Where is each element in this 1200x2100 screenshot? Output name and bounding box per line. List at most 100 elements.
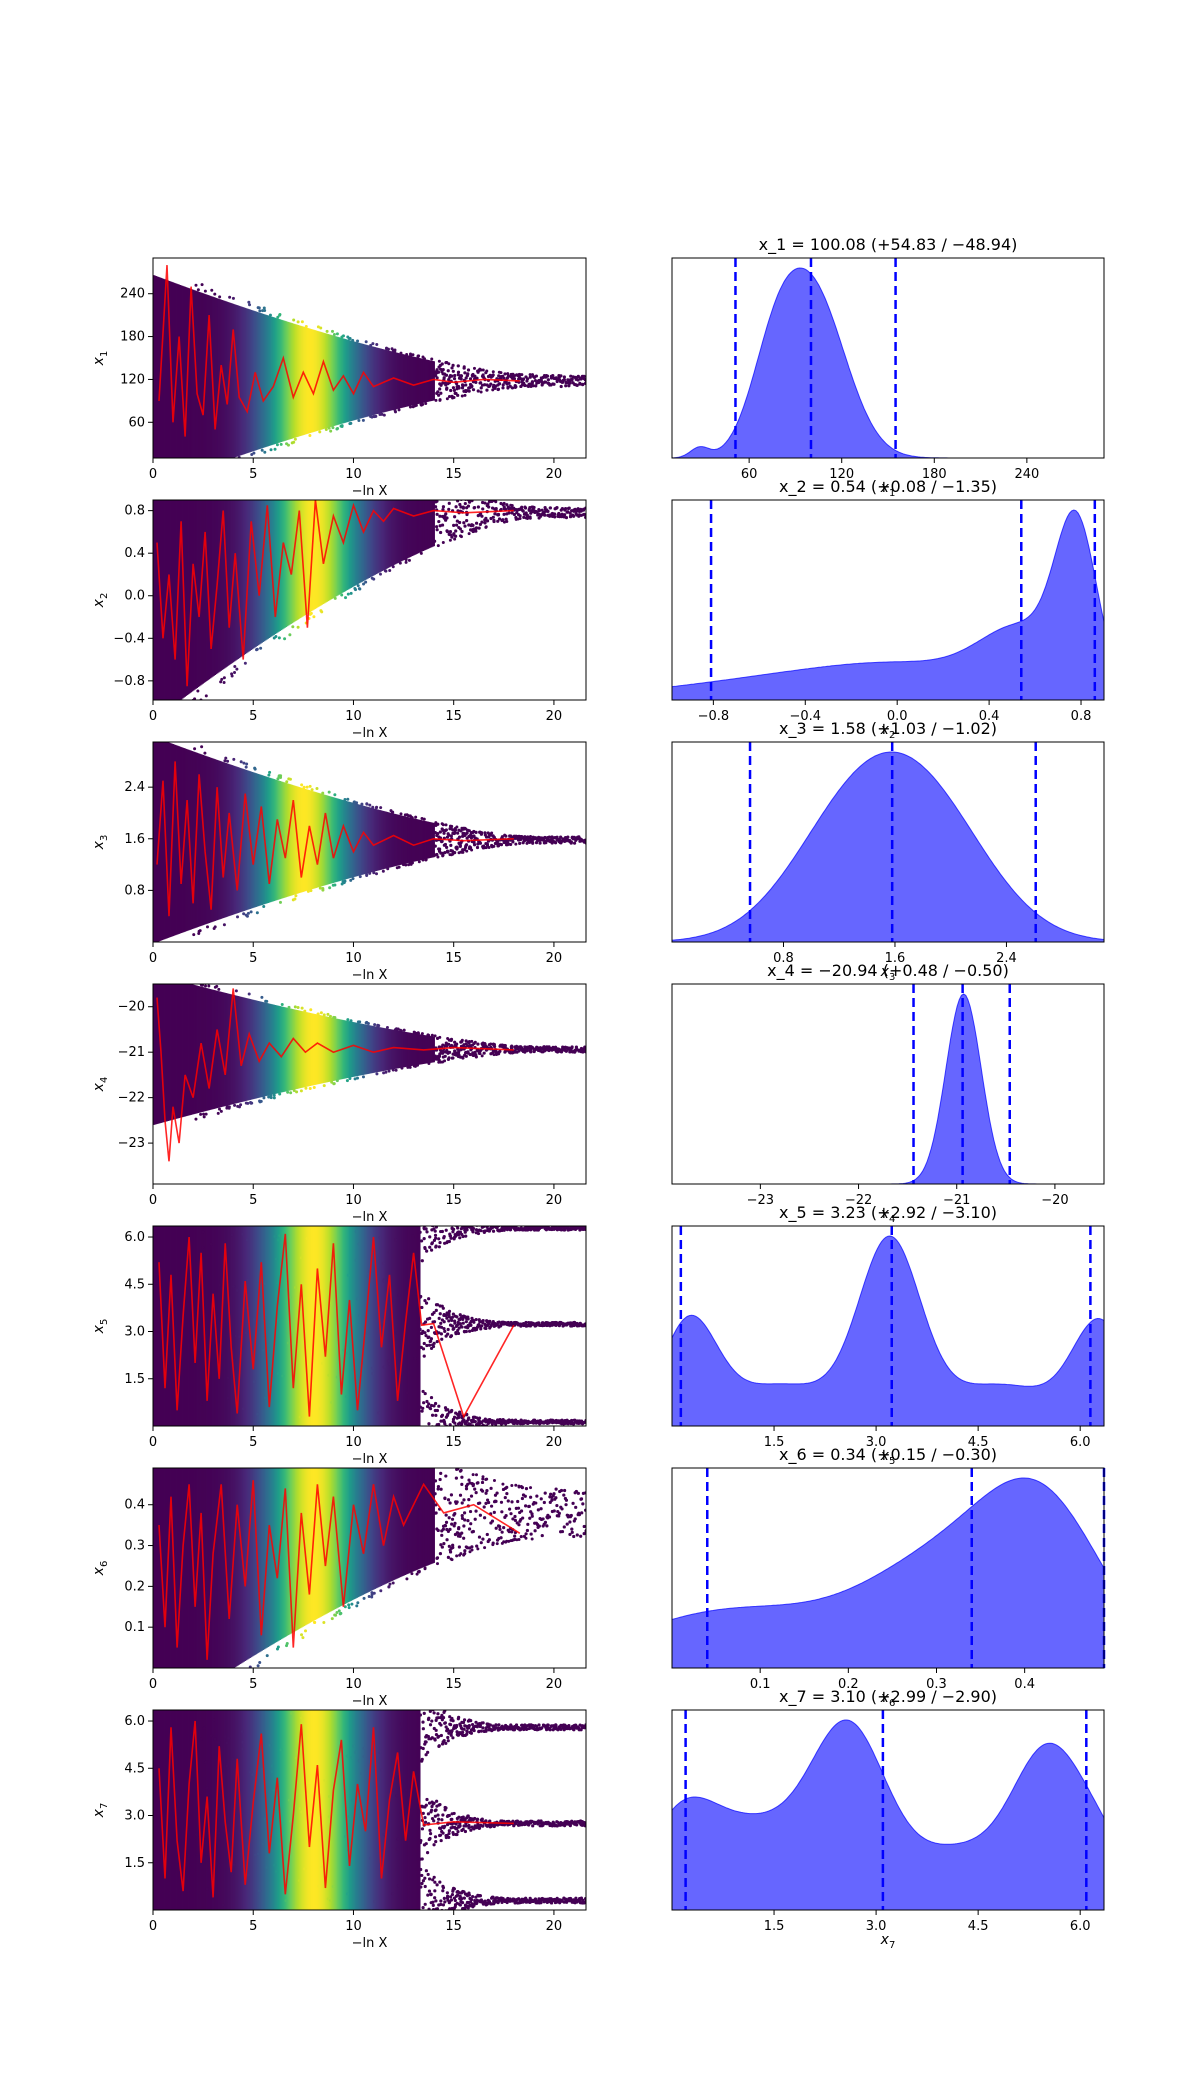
scatter-point bbox=[285, 780, 289, 784]
scatter-band bbox=[346, 801, 349, 879]
scatter-point bbox=[439, 391, 443, 395]
scatter-point bbox=[500, 1541, 504, 1545]
scatter-point bbox=[357, 434, 360, 437]
scatter-point bbox=[409, 815, 413, 819]
scatter-point bbox=[485, 388, 489, 392]
scatter-band bbox=[203, 987, 206, 1112]
scatter-point bbox=[425, 1249, 429, 1253]
scatter-point bbox=[427, 1402, 431, 1406]
scatter-band bbox=[361, 805, 363, 875]
scatter-band bbox=[332, 1017, 334, 1082]
scatter-band bbox=[334, 1226, 337, 1426]
scatter-band bbox=[175, 1226, 178, 1426]
scatter-point bbox=[524, 1532, 528, 1536]
scatter-band bbox=[392, 351, 395, 410]
scatter-band bbox=[315, 1226, 318, 1426]
scatter-band bbox=[294, 785, 297, 895]
scatter-point bbox=[206, 925, 210, 929]
scatter-band bbox=[209, 1468, 212, 1668]
scatter-point bbox=[434, 1308, 438, 1312]
scatter-point bbox=[548, 506, 552, 510]
scatter-band bbox=[248, 309, 250, 453]
scatter-band bbox=[370, 1468, 373, 1591]
scatter-point bbox=[438, 1438, 441, 1441]
scatter-band bbox=[294, 1468, 297, 1631]
scatter-point bbox=[380, 449, 383, 452]
scatter-point bbox=[427, 1213, 430, 1216]
axes-frame bbox=[152, 1467, 587, 1669]
scatter-band bbox=[388, 1226, 391, 1426]
scatter-point bbox=[528, 373, 532, 377]
scatter-point bbox=[439, 367, 443, 371]
scatter-point bbox=[531, 841, 535, 845]
scatter-band bbox=[309, 1226, 312, 1426]
scatter-point bbox=[478, 368, 482, 372]
scatter-band bbox=[246, 1226, 249, 1426]
scatter-band bbox=[269, 316, 272, 446]
scatter-band bbox=[388, 1468, 391, 1583]
scatter-point bbox=[427, 1343, 432, 1347]
scatter-band bbox=[250, 999, 253, 1100]
scatter-point bbox=[357, 1314, 361, 1318]
scatter-band bbox=[312, 500, 315, 610]
scatter-band bbox=[203, 500, 206, 683]
scatter-point bbox=[444, 823, 448, 827]
scatter-point bbox=[399, 1028, 403, 1032]
scatter-band bbox=[387, 500, 390, 568]
scatter-point bbox=[485, 519, 490, 523]
scatter-point bbox=[274, 1257, 278, 1261]
scatter-point bbox=[286, 1341, 290, 1345]
x-tick-label: 20 bbox=[546, 1435, 563, 1450]
scatter-point bbox=[228, 295, 232, 299]
scatter-band bbox=[379, 1027, 381, 1072]
scatter-point bbox=[471, 1473, 475, 1477]
scatter-point bbox=[431, 1344, 436, 1349]
scatter-band bbox=[352, 341, 355, 421]
scatter-band bbox=[411, 500, 414, 557]
scatter-band bbox=[371, 1226, 374, 1426]
scatter-band bbox=[268, 1468, 271, 1647]
scatter-point bbox=[267, 773, 271, 777]
scatter-band bbox=[157, 1710, 160, 1910]
scatter-point bbox=[324, 428, 328, 432]
scatter-band bbox=[248, 500, 250, 652]
scatter-band bbox=[239, 306, 242, 456]
scatter-band bbox=[415, 1226, 417, 1426]
scatter-band bbox=[412, 1226, 415, 1426]
scatter-band bbox=[221, 500, 224, 670]
scatter-band bbox=[275, 1468, 278, 1643]
scatter-point bbox=[420, 817, 424, 821]
scatter-point bbox=[348, 422, 352, 426]
scatter-band bbox=[157, 500, 160, 700]
scatter-band bbox=[292, 1009, 295, 1090]
scatter-band bbox=[222, 1226, 225, 1426]
scatter-point bbox=[309, 889, 313, 893]
axes-frame bbox=[671, 1467, 1105, 1669]
scatter-band bbox=[234, 1226, 237, 1426]
scatter-band bbox=[341, 1226, 344, 1426]
scatter-band bbox=[279, 1226, 281, 1426]
scatter-point bbox=[564, 1503, 568, 1507]
scatter-point bbox=[261, 309, 265, 313]
scatter-band bbox=[309, 790, 312, 890]
scatter-band bbox=[162, 1468, 165, 1668]
scatter-point bbox=[472, 505, 477, 510]
scatter-point bbox=[416, 1032, 420, 1036]
scatter-point bbox=[404, 863, 408, 867]
scatter-band bbox=[181, 984, 184, 1118]
scatter-point bbox=[242, 1407, 246, 1411]
scatter-band bbox=[322, 500, 325, 604]
scatter-point bbox=[509, 1539, 513, 1543]
scatter-point bbox=[452, 831, 456, 836]
scatter-band bbox=[171, 500, 173, 700]
scatter-point bbox=[318, 886, 322, 890]
scatter-point bbox=[250, 453, 254, 457]
scatter-band bbox=[240, 996, 243, 1103]
scatter-band bbox=[276, 780, 279, 900]
scatter-band bbox=[399, 1030, 402, 1068]
panel-title: x_3 = 1.58 (+1.03 / −1.02) bbox=[779, 719, 997, 739]
scatter-point bbox=[478, 1501, 482, 1505]
scatter-band bbox=[276, 1226, 279, 1426]
scatter-point bbox=[510, 1484, 514, 1488]
